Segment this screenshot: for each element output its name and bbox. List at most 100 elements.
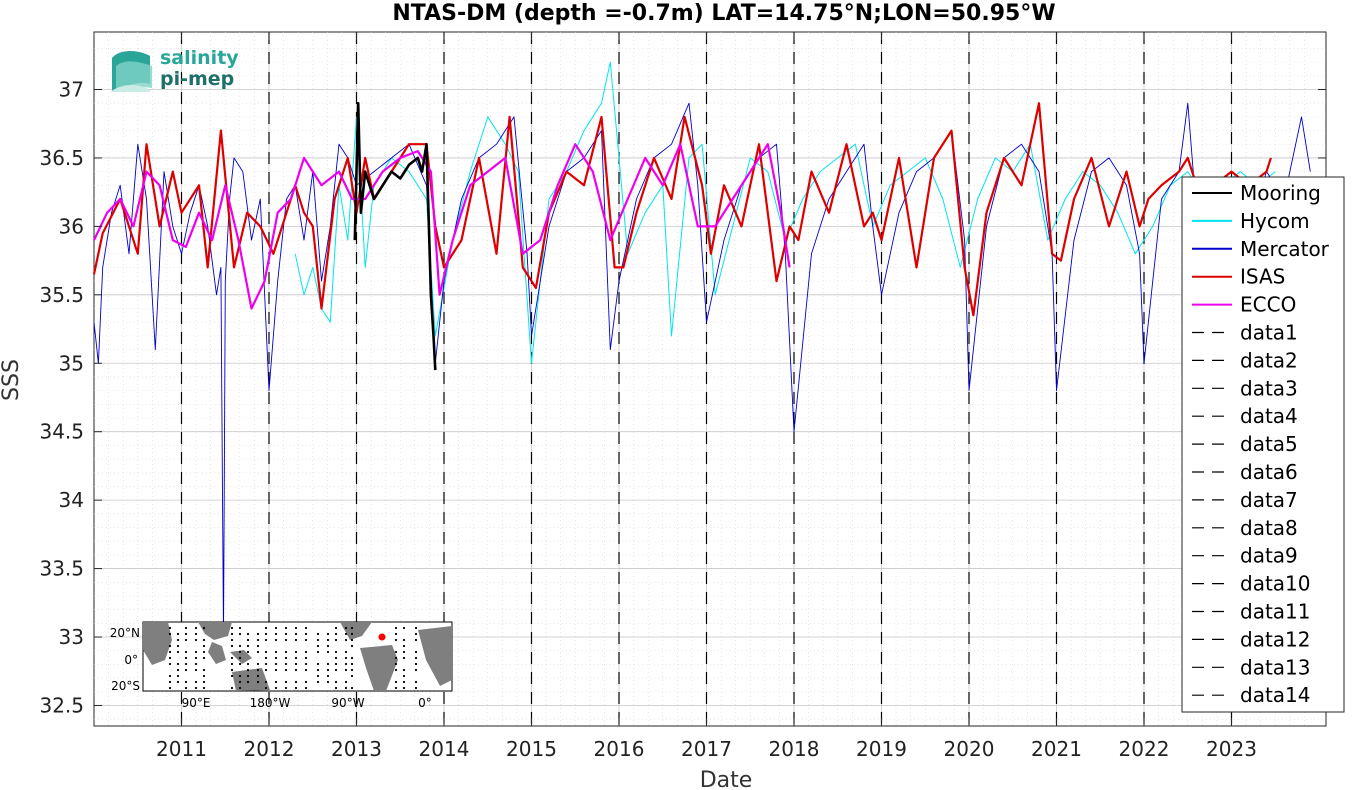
- map-dot: [304, 686, 308, 690]
- y-tick-label: 37: [59, 77, 84, 101]
- map-dot: [274, 656, 278, 660]
- map-dot: [184, 656, 188, 660]
- map-dot: [414, 638, 418, 642]
- map-dot: [326, 680, 330, 684]
- map-dot: [246, 632, 250, 636]
- y-tick-label: 33: [59, 625, 84, 649]
- map-dot: [238, 632, 242, 636]
- map-dot: [238, 626, 242, 630]
- map-dot: [394, 668, 398, 672]
- legend-label: data10: [1240, 572, 1311, 596]
- y-tick-label: 36.5: [39, 146, 84, 170]
- legend-label: data2: [1240, 348, 1298, 372]
- map-dot: [264, 650, 268, 654]
- legend-label: data8: [1240, 516, 1298, 540]
- map-dot: [230, 626, 234, 630]
- map-dot: [316, 644, 320, 648]
- map-dot: [350, 656, 354, 660]
- legend-label: data3: [1240, 376, 1298, 400]
- y-tick-label: 35.5: [39, 283, 84, 307]
- map-dot: [326, 674, 330, 678]
- legend-label: data14: [1240, 683, 1311, 707]
- map-dot: [256, 650, 260, 654]
- map-dot: [238, 644, 242, 648]
- map-dot: [294, 662, 298, 666]
- map-dot: [402, 638, 406, 642]
- y-tick-label: 34: [59, 488, 84, 512]
- map-dot: [264, 638, 268, 642]
- map-dot: [194, 662, 198, 666]
- y-tick-label: 35: [59, 351, 84, 375]
- map-dot: [350, 626, 354, 630]
- map-dot: [274, 626, 278, 630]
- map-dot: [334, 662, 338, 666]
- map-dot: [274, 686, 278, 690]
- map-dot: [176, 650, 180, 654]
- map-dot: [168, 686, 172, 690]
- map-dot: [350, 668, 354, 672]
- series-group: [92, 61, 1311, 638]
- map-dot: [202, 656, 206, 660]
- map-mooring-dots: [168, 626, 418, 690]
- y-tick-label: 36: [59, 214, 84, 238]
- map-dot: [294, 668, 298, 672]
- map-dot: [294, 626, 298, 630]
- map-xlabel-90e: 90°E: [182, 696, 211, 710]
- map-dot: [326, 638, 330, 642]
- x-tick-label: 2023: [1206, 737, 1257, 761]
- map-dot: [168, 626, 172, 630]
- map-dot: [168, 662, 172, 666]
- map-dot: [194, 638, 198, 642]
- map-dot: [202, 650, 206, 654]
- map-dot: [394, 632, 398, 636]
- map-dot: [414, 668, 418, 672]
- map-dot: [394, 656, 398, 660]
- map-dot: [238, 680, 242, 684]
- map-dot: [402, 680, 406, 684]
- chart-title: NTAS-DM (depth =-0.7m) LAT=14.75°N;LON=5…: [392, 1, 1055, 26]
- map-dot: [402, 686, 406, 690]
- map-dot: [304, 650, 308, 654]
- map-dot: [294, 632, 298, 636]
- map-dot: [284, 638, 288, 642]
- map-dot: [256, 674, 260, 678]
- map-dot: [294, 680, 298, 684]
- legend-label: data12: [1240, 627, 1311, 651]
- legend-label: Hycom: [1240, 209, 1310, 233]
- map-dot: [344, 626, 348, 630]
- map-dot: [284, 686, 288, 690]
- map-dot: [326, 644, 330, 648]
- map-dot: [184, 626, 188, 630]
- map-dot: [394, 626, 398, 630]
- map-dot: [284, 632, 288, 636]
- series-line-mercator: [93, 102, 1311, 638]
- map-dot: [202, 638, 206, 642]
- map-dot: [256, 662, 260, 666]
- legend-label: data6: [1240, 460, 1298, 484]
- map-dot: [414, 626, 418, 630]
- map-dot: [350, 686, 354, 690]
- map-dot: [334, 680, 338, 684]
- map-dot: [334, 626, 338, 630]
- map-dot: [274, 668, 278, 672]
- map-dot: [194, 626, 198, 630]
- map-dot: [176, 674, 180, 678]
- map-dot: [334, 632, 338, 636]
- map-dot: [304, 638, 308, 642]
- legend-label: data7: [1240, 488, 1298, 512]
- map-dot: [184, 650, 188, 654]
- map-dot: [284, 650, 288, 654]
- map-dot: [230, 674, 234, 678]
- y-ticks: 32.5 33 33.5 34 34.5 35 35.5 36 36.5 37: [39, 77, 1326, 717]
- map-landmasses: [143, 622, 452, 691]
- series-line-ecco: [93, 143, 791, 310]
- map-dot: [202, 626, 206, 630]
- map-dot: [230, 638, 234, 642]
- map-dot: [394, 680, 398, 684]
- map-dot: [246, 680, 250, 684]
- map-dot: [194, 650, 198, 654]
- map-dot: [350, 674, 354, 678]
- map-dot: [394, 650, 398, 654]
- map-dot: [238, 662, 242, 666]
- map-dot: [284, 656, 288, 660]
